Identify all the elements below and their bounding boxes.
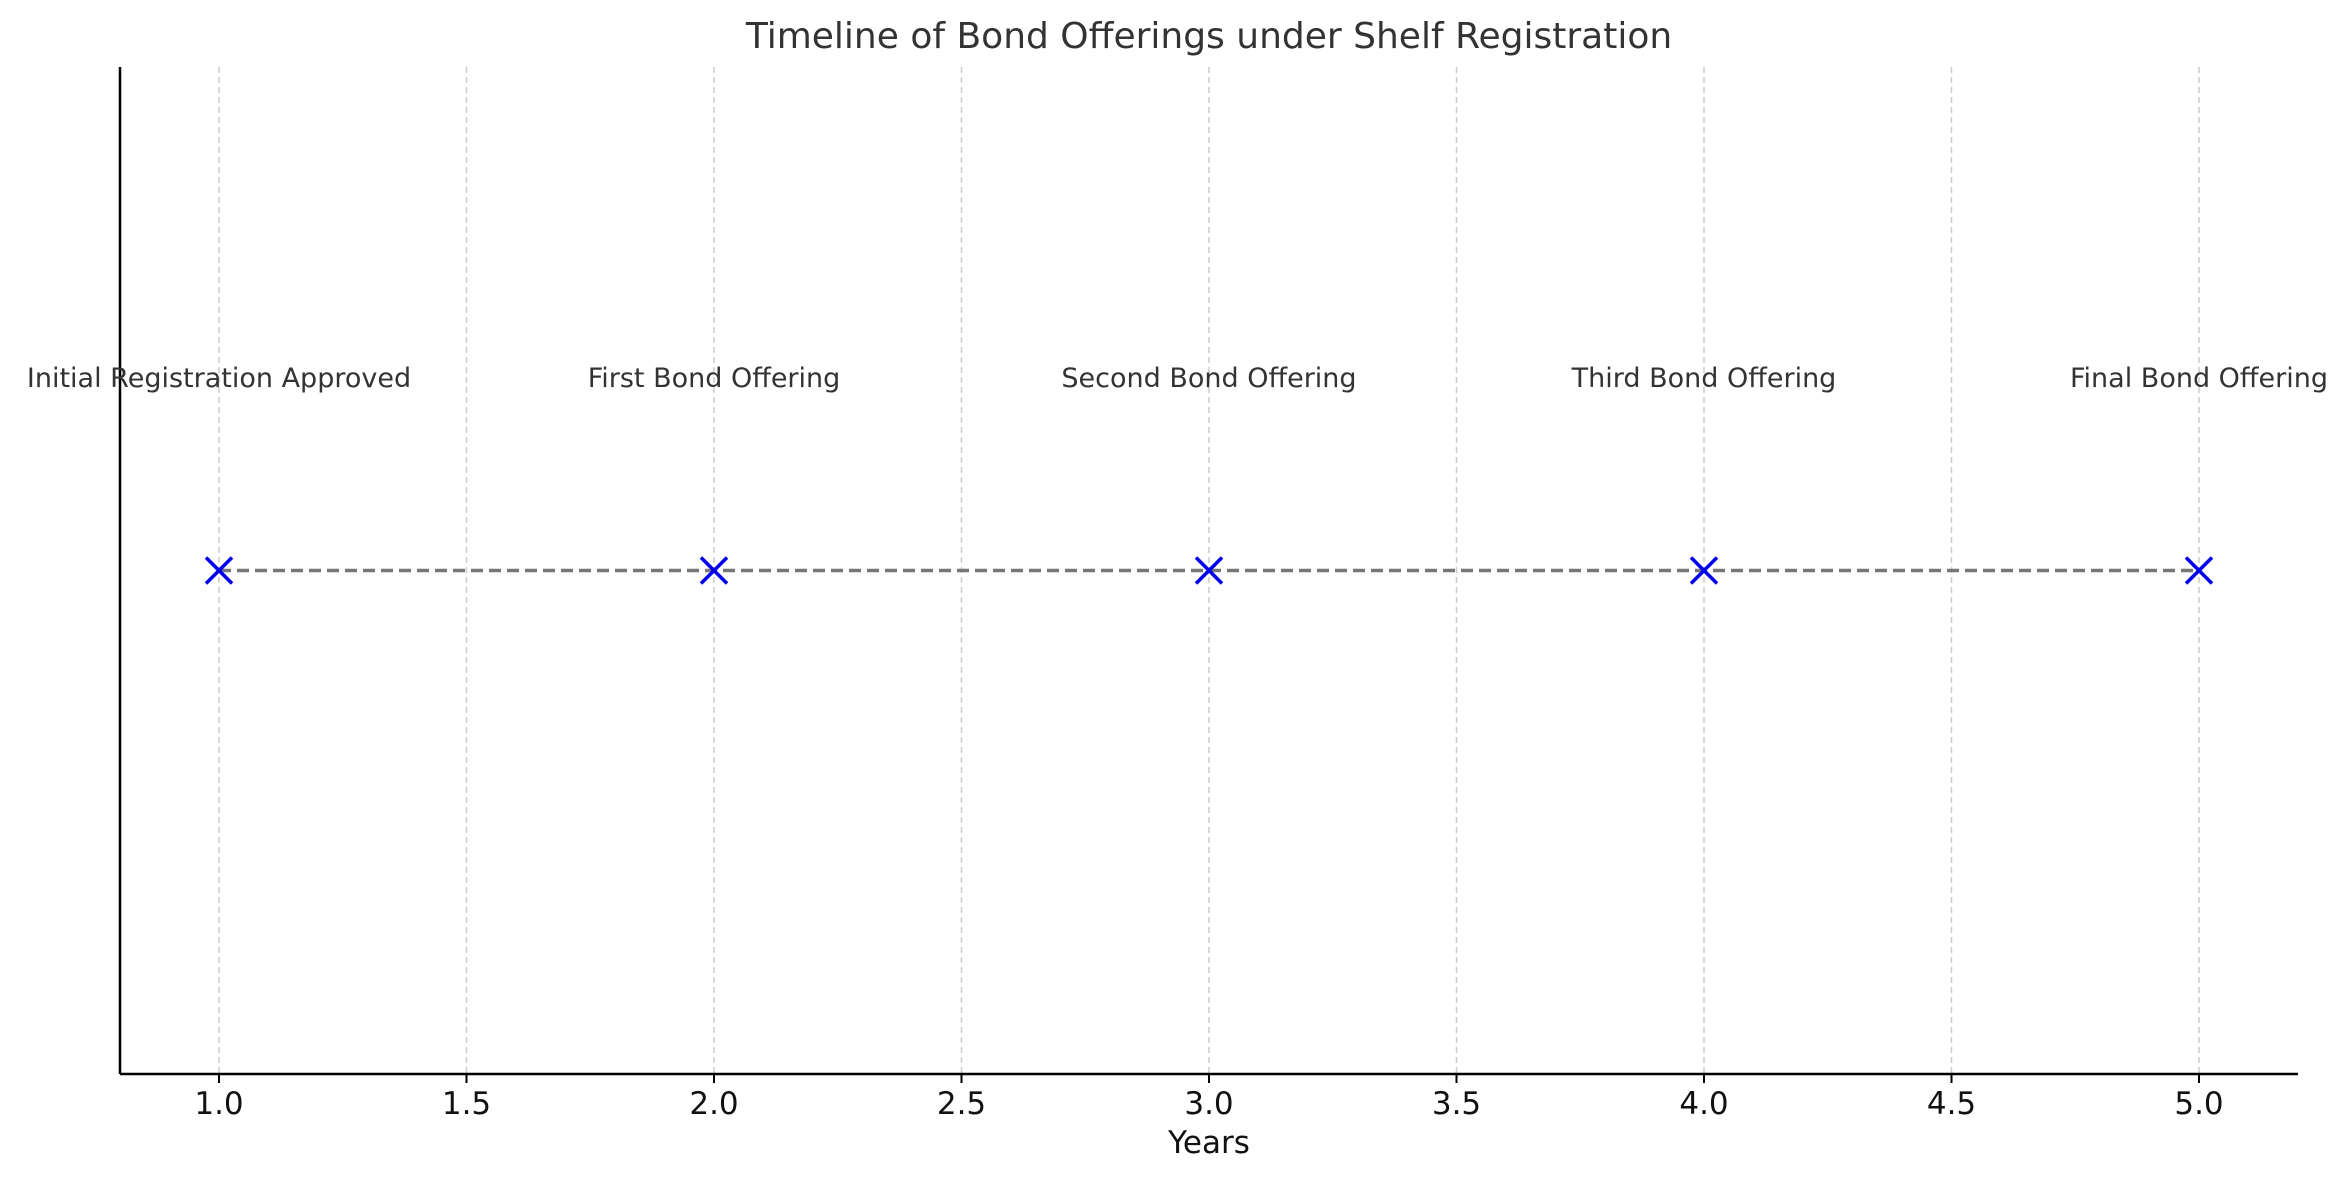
x-tick-label: 2.0 (689, 1086, 738, 1122)
event-label: Third Bond Offering (1571, 363, 1837, 394)
event-marker (204, 556, 234, 585)
x-axis-label: Years (1167, 1125, 1250, 1161)
x-tick-label: 3.5 (1432, 1086, 1481, 1122)
marker-stroke (699, 556, 729, 585)
event-label: Initial Registration Approved (27, 363, 411, 394)
event-label: Second Bond Offering (1061, 363, 1356, 394)
event-marker (1689, 556, 1719, 585)
marker-stroke (1689, 556, 1719, 585)
event-series: Initial Registration Approved First Bond … (27, 363, 2328, 585)
event-marker (699, 556, 729, 585)
event-label: First Bond Offering (588, 363, 841, 394)
marker-stroke (2184, 556, 2214, 585)
x-tick-label: 3.0 (1184, 1086, 1233, 1122)
chart-title: Timeline of Bond Offerings under Shelf R… (745, 16, 1672, 57)
x-tick-label: 1.0 (194, 1086, 243, 1122)
x-tick-label: 4.0 (1679, 1086, 1728, 1122)
x-tick-label: 2.5 (937, 1086, 986, 1122)
marker-stroke (1194, 556, 1224, 585)
x-tick-label: 1.5 (442, 1086, 491, 1122)
event-label: Final Bond Offering (2070, 363, 2328, 394)
event-marker (1194, 556, 1224, 585)
x-tick-label: 5.0 (2174, 1086, 2223, 1122)
x-ticks: 1.0 1.5 2.0 2.5 3.0 3.5 4.0 4.5 5.0 (194, 1074, 2224, 1122)
x-tick-label: 4.5 (1927, 1086, 1976, 1122)
event-marker (2184, 556, 2214, 585)
marker-stroke (204, 556, 234, 585)
